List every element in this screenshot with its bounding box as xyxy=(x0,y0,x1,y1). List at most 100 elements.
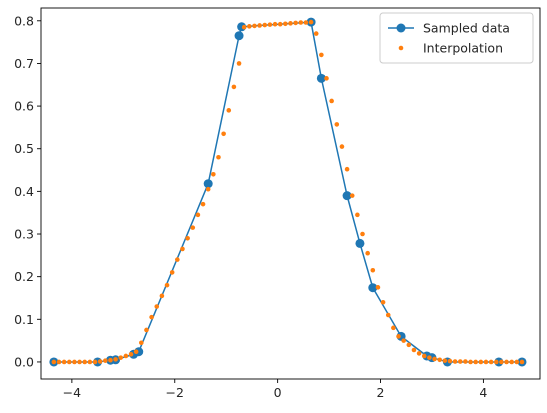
data-point-interpolation-49 xyxy=(303,20,309,25)
data-point-sampled-10 xyxy=(316,73,326,83)
data-point-interpolation-79 xyxy=(457,359,463,364)
data-point-interpolation-15 xyxy=(128,351,134,357)
data-point-interpolation-39 xyxy=(252,23,257,29)
x-tick-label-3: 2 xyxy=(377,385,385,400)
y-tick-label-8: 0.8 xyxy=(14,13,34,28)
data-point-interpolation-77 xyxy=(447,358,453,364)
data-point-interpolation-86 xyxy=(493,359,499,365)
data-point-interpolation-36 xyxy=(236,61,242,66)
data-point-interpolation-87 xyxy=(499,359,504,365)
data-point-interpolation-21 xyxy=(159,293,165,299)
data-point-interpolation-23 xyxy=(169,270,175,275)
data-point-interpolation-83 xyxy=(478,359,484,365)
legend-box xyxy=(379,12,534,64)
data-point-interpolation-19 xyxy=(149,314,154,320)
data-point-interpolation-43 xyxy=(272,21,278,27)
data-point-interpolation-53 xyxy=(324,76,329,81)
data-point-interpolation-68 xyxy=(401,338,406,343)
data-point-interpolation-13 xyxy=(118,355,124,360)
data-point-interpolation-10 xyxy=(103,358,108,363)
data-point-interpolation-73 xyxy=(427,355,432,360)
data-point-interpolation-60 xyxy=(360,231,365,237)
data-point-interpolation-18 xyxy=(144,327,149,333)
data-point-interpolation-90 xyxy=(514,359,520,365)
data-point-interpolation-56 xyxy=(339,144,345,149)
data-point-interpolation-64 xyxy=(380,299,386,305)
data-point-interpolation-32 xyxy=(216,154,221,160)
data-point-interpolation-31 xyxy=(211,172,216,177)
data-point-interpolation-11 xyxy=(108,357,113,363)
data-point-interpolation-61 xyxy=(365,250,370,256)
y-tick-label-3: 0.3 xyxy=(14,227,34,242)
data-point-interpolation-6 xyxy=(82,359,88,365)
data-point-interpolation-89 xyxy=(509,359,515,365)
data-point-interpolation-17 xyxy=(139,340,144,346)
x-tick-label-4: 4 xyxy=(479,385,487,400)
legend-label-interpolation: Interpolation xyxy=(423,41,503,56)
legend-marker-interpolation xyxy=(398,45,404,51)
data-point-interpolation-46 xyxy=(288,21,293,26)
data-point-interpolation-62 xyxy=(370,267,376,273)
y-tick-label-4: 0.4 xyxy=(14,184,34,199)
data-point-interpolation-48 xyxy=(298,20,304,25)
data-point-interpolation-51 xyxy=(313,31,319,36)
data-point-interpolation-76 xyxy=(442,358,448,363)
data-point-interpolation-2 xyxy=(61,359,67,365)
data-point-interpolation-3 xyxy=(66,359,72,365)
data-point-interpolation-1 xyxy=(56,359,62,365)
data-point-interpolation-22 xyxy=(164,282,170,288)
data-point-sampled-12 xyxy=(355,238,365,248)
data-point-interpolation-38 xyxy=(247,24,252,29)
axes: −4 −2 0 2 4 0.0 0.1 0.2 0.3 0.4 0.5 0.6 0.7 0.8 xyxy=(14,7,541,400)
data-point-interpolation-24 xyxy=(175,257,180,262)
data-point-interpolation-58 xyxy=(349,193,355,198)
y-tick-label-1: 0.1 xyxy=(14,312,34,327)
data-point-interpolation-42 xyxy=(267,22,273,27)
data-point-sampled-6 xyxy=(203,179,213,189)
data-point-interpolation-80 xyxy=(463,359,468,364)
data-point-interpolation-29 xyxy=(200,201,206,207)
data-point-interpolation-0 xyxy=(51,359,57,365)
data-point-interpolation-9 xyxy=(97,359,103,364)
data-point-interpolation-20 xyxy=(154,304,160,309)
y-tick-label-5: 0.5 xyxy=(14,141,34,156)
y-tick-label-2: 0.2 xyxy=(14,269,34,284)
data-point-interpolation-65 xyxy=(385,312,391,318)
x-tick-label-1: −2 xyxy=(166,385,184,400)
data-point-interpolation-25 xyxy=(180,246,185,252)
data-point-interpolation-88 xyxy=(504,359,509,365)
data-point-interpolation-4 xyxy=(72,359,77,365)
data-point-sampled-13 xyxy=(368,283,378,293)
data-point-interpolation-59 xyxy=(355,212,360,218)
data-point-interpolation-12 xyxy=(113,357,118,362)
data-point-interpolation-40 xyxy=(257,23,262,28)
data-point-interpolation-66 xyxy=(391,325,396,331)
data-point-interpolation-85 xyxy=(488,359,494,365)
data-point-interpolation-54 xyxy=(329,98,334,104)
data-point-interpolation-74 xyxy=(432,356,437,362)
data-point-interpolation-55 xyxy=(334,122,340,127)
x-tick-label-0: −4 xyxy=(63,385,81,400)
data-point-interpolation-70 xyxy=(411,347,417,353)
data-point-interpolation-67 xyxy=(396,334,401,339)
data-point-sampled-7 xyxy=(234,31,244,41)
data-point-interpolation-33 xyxy=(221,131,226,137)
data-point-interpolation-16 xyxy=(133,349,139,355)
data-point-interpolation-35 xyxy=(231,84,237,90)
axes-frame xyxy=(40,7,541,380)
data-point-interpolation-57 xyxy=(344,166,350,172)
data-point-interpolation-52 xyxy=(319,52,324,58)
data-point-sampled-11 xyxy=(342,191,352,201)
plot-area xyxy=(49,17,527,367)
data-point-interpolation-78 xyxy=(452,359,458,364)
data-point-interpolation-82 xyxy=(473,359,478,365)
y-tick-label-0: 0.0 xyxy=(14,354,34,369)
data-point-interpolation-91 xyxy=(519,359,525,365)
data-point-interpolation-5 xyxy=(77,359,82,365)
legend: Sampled data Interpolation xyxy=(379,12,534,64)
data-point-interpolation-41 xyxy=(262,22,268,28)
legend-label-sampled-data: Sampled data xyxy=(423,21,510,36)
y-tick-label-6: 0.6 xyxy=(14,99,34,114)
data-point-interpolation-44 xyxy=(277,21,283,27)
